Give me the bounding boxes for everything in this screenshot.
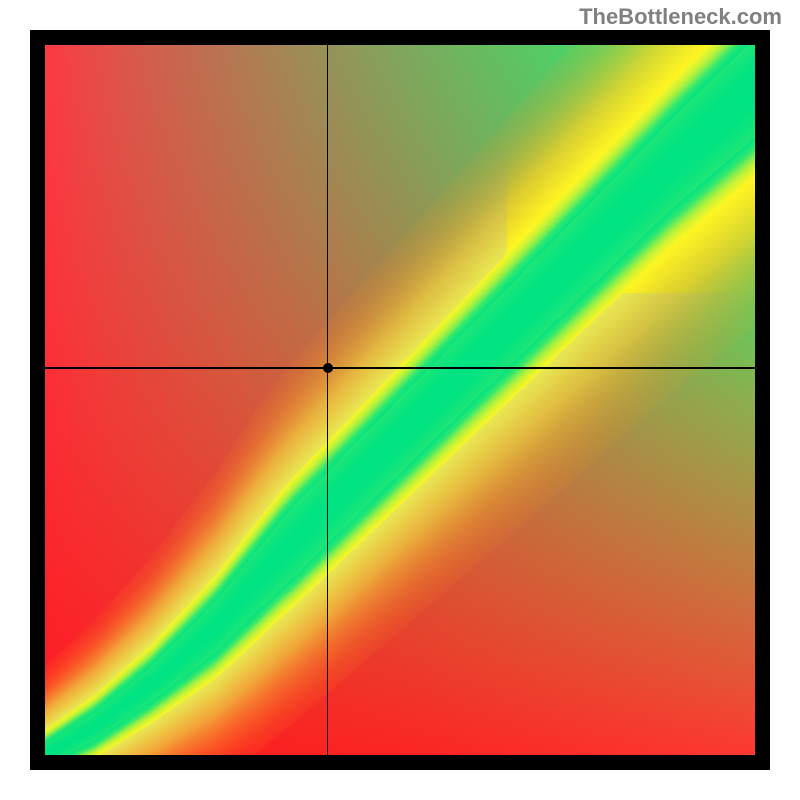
marker-point <box>323 363 333 373</box>
heatmap-canvas <box>45 45 755 755</box>
crosshair-horizontal <box>45 367 755 368</box>
crosshair-vertical <box>327 45 328 755</box>
chart-container: TheBottleneck.com <box>0 0 800 800</box>
watermark-text: TheBottleneck.com <box>579 4 782 30</box>
heatmap-plot <box>30 30 770 770</box>
